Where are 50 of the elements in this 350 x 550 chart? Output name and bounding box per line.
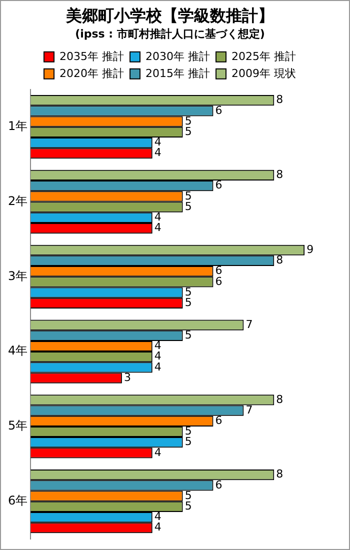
y-tick-label: 4年 — [8, 344, 28, 358]
data-label: 6 — [215, 414, 222, 428]
y-tick-label: 6年 — [8, 493, 28, 508]
data-label: 4 — [154, 446, 162, 459]
data-label: 8 — [276, 254, 284, 267]
data-label: 8 — [276, 468, 284, 481]
data-label: 5 — [184, 488, 192, 502]
data-label: 5 — [184, 328, 192, 342]
data-label: 5 — [184, 125, 192, 138]
data-label: 6 — [215, 478, 222, 492]
legend-label: 2020年 推計 — [60, 66, 124, 80]
data-label: 6 — [215, 274, 222, 288]
data-label: 8 — [276, 168, 284, 182]
data-label: 4 — [154, 210, 162, 224]
data-label: 9 — [306, 242, 314, 256]
legend-label: 2009年 現状 — [231, 66, 296, 80]
legend-label: 2025年 推計 — [231, 50, 296, 63]
y-tick-label: 2年 — [8, 194, 28, 208]
data-label: 5 — [184, 114, 192, 128]
data-label: 4 — [154, 136, 162, 149]
data-label: 5 — [184, 285, 192, 298]
data-label: 6 — [215, 104, 222, 117]
data-label: 5 — [184, 500, 192, 513]
data-label: 5 — [184, 435, 192, 448]
data-label: 6 — [215, 178, 222, 192]
data-label: 3 — [124, 370, 131, 384]
data-label: 5 — [184, 296, 192, 310]
data-label: 5 — [184, 200, 192, 213]
data-label: 4 — [154, 221, 162, 234]
chart-title: 美郷町小学校【学級数推計】 — [65, 6, 274, 25]
legend-label: 2030年 推計 — [146, 50, 210, 63]
data-label: 7 — [246, 403, 253, 416]
data-label: 8 — [276, 93, 284, 106]
data-label: 7 — [246, 318, 253, 331]
data-label: 5 — [184, 424, 192, 438]
data-label: 4 — [154, 146, 162, 160]
data-label: 8 — [276, 392, 284, 406]
y-tick-label: 1年 — [8, 118, 28, 133]
data-label: 4 — [154, 520, 162, 534]
y-tick-label: 3年 — [8, 268, 28, 283]
legend-label: 2015年 推計 — [146, 66, 210, 80]
data-label: 4 — [154, 360, 162, 374]
data-label: 4 — [154, 339, 162, 352]
y-tick-label: 5年 — [8, 418, 28, 433]
data-label: 4 — [154, 350, 162, 363]
chart-subtitle: (ipss : 市町村推計人口に基づく想定) — [75, 28, 265, 41]
data-label: 4 — [154, 510, 162, 524]
data-label: 6 — [215, 264, 222, 278]
data-label: 5 — [184, 189, 192, 202]
legend-label: 2035年 推計 — [60, 50, 124, 63]
